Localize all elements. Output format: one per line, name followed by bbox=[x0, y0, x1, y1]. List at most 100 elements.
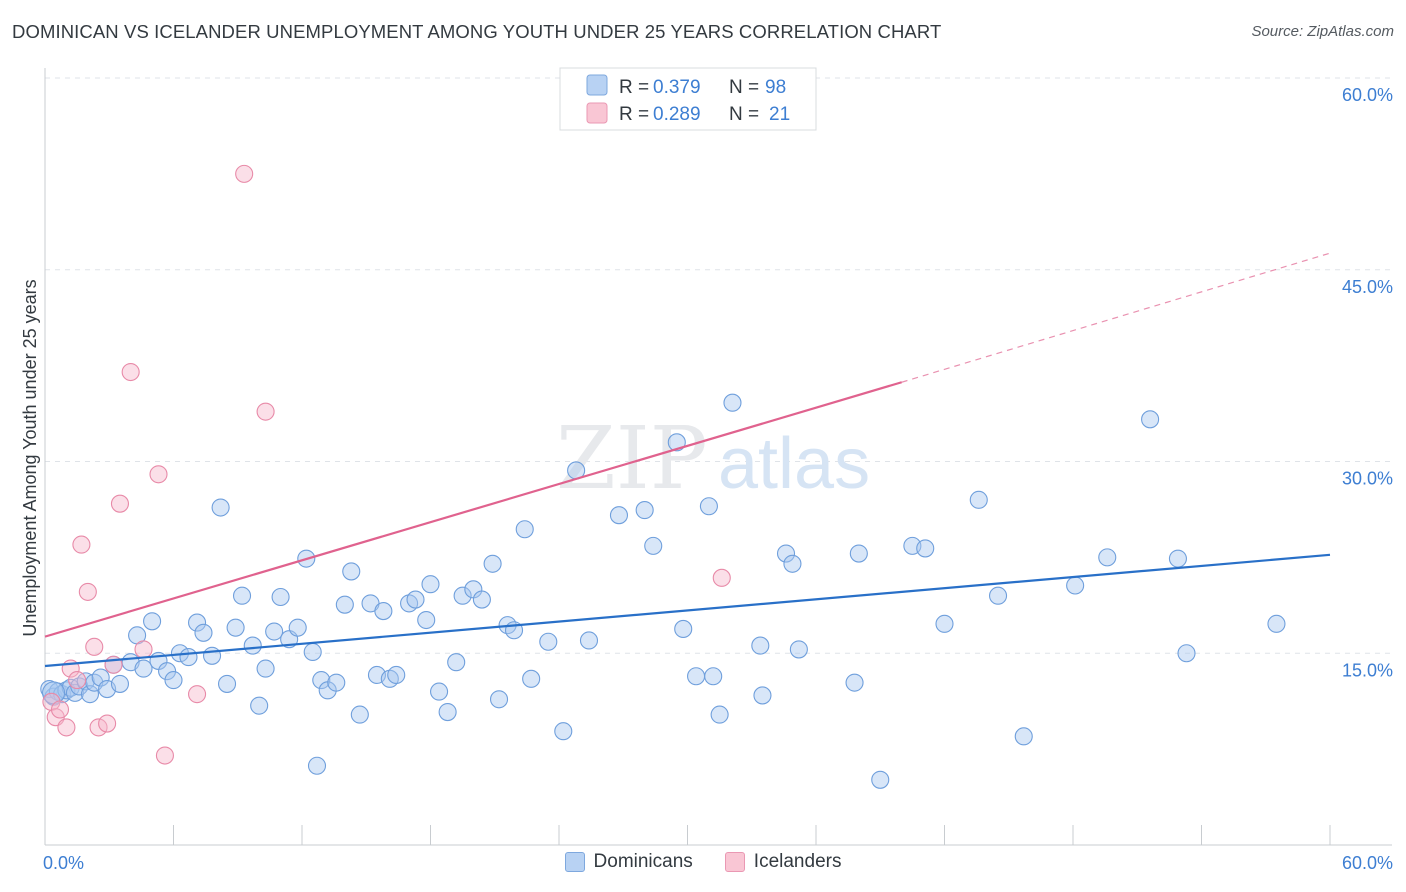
y-tick-label-2: 45.0% bbox=[1342, 277, 1393, 297]
dominicans-point-101 bbox=[1267, 614, 1286, 633]
dominicans-point-68 bbox=[539, 632, 558, 651]
dominicans-point-46 bbox=[350, 705, 369, 724]
watermark-zip: ZIP bbox=[556, 409, 708, 509]
dominicans-point-26 bbox=[203, 646, 222, 665]
legend-r-value-1: 0.379 bbox=[653, 77, 701, 98]
dominicans-point-71 bbox=[579, 631, 599, 650]
y-tick-label-1: 30.0% bbox=[1342, 469, 1393, 489]
dominicans-point-88 bbox=[849, 544, 868, 563]
legend-item-dominicans[interactable]: Dominicans bbox=[564, 851, 693, 873]
dominicans-point-96 bbox=[1066, 576, 1085, 595]
dominicans-point-78 bbox=[699, 497, 718, 516]
dominicans-point-95 bbox=[1014, 727, 1033, 746]
legend-n-value-1: 98 bbox=[765, 77, 786, 98]
icelanders-point-16 bbox=[155, 746, 174, 765]
icelanders-point-2 bbox=[50, 700, 70, 719]
y-tick-label-0: 15.0% bbox=[1342, 660, 1393, 680]
dominicans-point-28 bbox=[217, 674, 237, 693]
dominicans-point-54 bbox=[417, 610, 436, 630]
stats-legend: R = 0.379 N = 98 R = 0.289 N = 21 bbox=[559, 67, 817, 131]
dominicans-point-49 bbox=[374, 602, 393, 621]
dominicans-point-34 bbox=[265, 622, 284, 641]
dominicans-point-43 bbox=[327, 673, 346, 692]
icelanders-trend-extension bbox=[901, 252, 1331, 383]
dominicans-point-97 bbox=[1098, 548, 1117, 567]
icelanders-point-12 bbox=[110, 494, 130, 513]
legend-r-label-2: R = bbox=[619, 104, 649, 125]
dominicans-point-27 bbox=[211, 498, 230, 517]
dominicans-point-77 bbox=[687, 667, 706, 686]
dominicans-point-30 bbox=[232, 586, 252, 605]
dominicans-point-20 bbox=[158, 662, 177, 681]
dominicans-point-92 bbox=[935, 614, 954, 633]
legend-r-label-1: R = bbox=[619, 77, 649, 98]
dominicans-point-81 bbox=[723, 393, 742, 412]
dominicans-point-25 bbox=[194, 623, 213, 642]
watermark: ZIP atlas bbox=[556, 409, 870, 509]
dominicans-point-66 bbox=[515, 520, 534, 539]
dominicans-point-29 bbox=[226, 618, 245, 637]
icelanders-point-20 bbox=[712, 568, 731, 587]
icelanders-point-13 bbox=[121, 362, 140, 382]
dominicans-point-80 bbox=[710, 705, 729, 724]
dominicans-point-53 bbox=[406, 590, 425, 609]
dominicans-point-74 bbox=[644, 536, 663, 555]
dominicans-point-86 bbox=[789, 640, 808, 659]
icelanders-point-10 bbox=[98, 714, 117, 733]
dominicans-point-98 bbox=[1141, 410, 1160, 429]
icelanders-point-9 bbox=[89, 718, 108, 737]
grid-lines bbox=[45, 77, 1392, 654]
dominicans-trend-line bbox=[44, 553, 1331, 668]
source-credit: Source: ZipAtlas.com bbox=[1251, 23, 1394, 40]
icelanders-point-18 bbox=[235, 164, 254, 183]
icelanders-trend-line bbox=[44, 381, 902, 638]
tick-labels: 15.0% 30.0% 45.0% 60.0% 0.0% 60.0% bbox=[43, 85, 1393, 873]
dominicans-point-93 bbox=[969, 490, 988, 509]
dominicans-point-9 bbox=[80, 685, 100, 704]
dominicans-point-59 bbox=[453, 586, 472, 605]
dominicans-point-67 bbox=[522, 669, 541, 688]
dominicans-point-89 bbox=[871, 770, 890, 789]
axes bbox=[44, 68, 1392, 846]
dominicans-point-94 bbox=[988, 586, 1008, 605]
x-tick-label-1: 60.0% bbox=[1342, 853, 1393, 873]
dominicans-point-69 bbox=[554, 722, 573, 741]
legend-label-icelanders: Icelanders bbox=[753, 851, 842, 872]
dominicans-swatch bbox=[564, 852, 585, 872]
dominicans-point-57 bbox=[438, 703, 457, 722]
dominicans-point-79 bbox=[704, 667, 723, 686]
dominicans-point-37 bbox=[288, 618, 307, 637]
dominicans-point-31 bbox=[243, 636, 262, 655]
dominicans-point-24 bbox=[188, 613, 207, 632]
dominicans-point-76 bbox=[674, 619, 693, 639]
icelanders-swatch bbox=[724, 852, 745, 872]
dominicans-point-56 bbox=[430, 682, 449, 701]
dominicans-point-63 bbox=[489, 690, 509, 709]
series-legend: Dominicans Icelanders bbox=[0, 851, 1406, 873]
legend-r-value-2: 0.289 bbox=[653, 104, 701, 125]
icelanders-point-8 bbox=[85, 637, 104, 656]
dominicans-point-40 bbox=[312, 671, 331, 690]
dominicans-point-51 bbox=[387, 665, 406, 685]
legend-label-dominicans: Dominicans bbox=[593, 851, 693, 872]
dominicans-point-55 bbox=[421, 575, 440, 594]
dominicans-point-39 bbox=[303, 642, 322, 662]
icelanders-points bbox=[42, 164, 731, 765]
dominicans-point-35 bbox=[271, 587, 290, 607]
dominicans-point-32 bbox=[250, 696, 269, 715]
y-tick-label-3: 60.0% bbox=[1342, 85, 1393, 105]
icelanders-point-19 bbox=[256, 402, 275, 421]
dominicans-point-23 bbox=[179, 648, 198, 667]
dominicans-point-72 bbox=[609, 506, 629, 525]
icelanders-point-6 bbox=[72, 535, 91, 554]
dominicans-point-11 bbox=[91, 668, 110, 687]
dominicans-point-21 bbox=[164, 671, 183, 690]
icelanders-point-5 bbox=[68, 671, 87, 690]
dominicans-point-75 bbox=[667, 433, 686, 452]
legend-item-icelanders[interactable]: Icelanders bbox=[724, 851, 842, 873]
dominicans-points bbox=[40, 393, 1286, 789]
x-tick-label-0: 0.0% bbox=[43, 853, 84, 873]
icelanders-point-3 bbox=[57, 718, 76, 737]
dominicans-point-14 bbox=[110, 674, 130, 693]
